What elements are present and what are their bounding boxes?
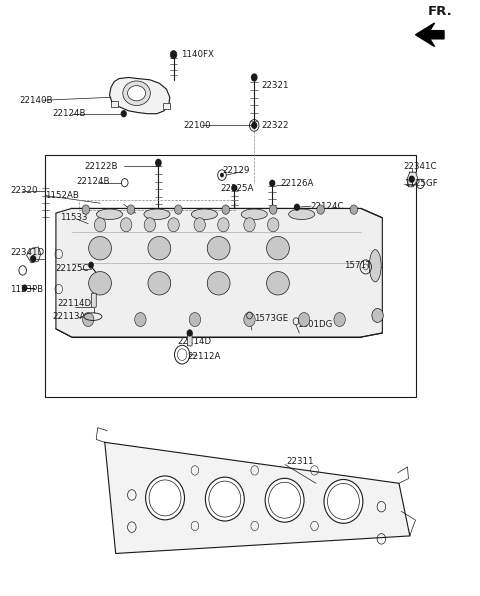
Circle shape: [269, 205, 277, 215]
Circle shape: [372, 309, 384, 322]
Circle shape: [218, 218, 229, 232]
Text: 1125GF: 1125GF: [404, 179, 437, 188]
Text: 1573GE: 1573GE: [254, 314, 288, 323]
Text: 22124C: 22124C: [310, 201, 344, 210]
Text: 22112A: 22112A: [187, 352, 220, 361]
Circle shape: [189, 312, 201, 327]
Text: 22311: 22311: [287, 457, 314, 466]
Ellipse shape: [96, 209, 122, 219]
FancyBboxPatch shape: [92, 293, 96, 308]
Circle shape: [22, 284, 27, 291]
Circle shape: [127, 205, 135, 215]
Ellipse shape: [266, 272, 289, 295]
Circle shape: [244, 312, 255, 327]
Circle shape: [175, 205, 182, 215]
Circle shape: [267, 218, 279, 232]
Ellipse shape: [89, 237, 111, 260]
Bar: [46, 154, 416, 398]
Ellipse shape: [148, 272, 171, 295]
Text: 22321: 22321: [261, 81, 289, 90]
Text: 22113A: 22113A: [53, 312, 86, 321]
Text: FR.: FR.: [427, 5, 452, 18]
Text: 22124B: 22124B: [76, 177, 110, 186]
Circle shape: [170, 51, 177, 59]
Text: 22126A: 22126A: [280, 179, 314, 188]
Circle shape: [121, 111, 126, 117]
Circle shape: [135, 312, 146, 327]
Ellipse shape: [128, 86, 145, 101]
Circle shape: [31, 256, 36, 262]
Ellipse shape: [192, 209, 217, 219]
Circle shape: [82, 205, 90, 215]
Circle shape: [409, 176, 414, 182]
Ellipse shape: [207, 272, 230, 295]
Circle shape: [350, 205, 358, 215]
Text: 22114D: 22114D: [178, 337, 212, 346]
Text: 22125A: 22125A: [220, 184, 253, 193]
Circle shape: [299, 312, 310, 327]
Polygon shape: [26, 247, 41, 263]
Circle shape: [252, 122, 257, 128]
Text: 22341C: 22341C: [404, 162, 437, 171]
Ellipse shape: [241, 209, 267, 219]
Polygon shape: [109, 77, 170, 114]
Circle shape: [317, 205, 324, 215]
Circle shape: [95, 218, 106, 232]
Polygon shape: [56, 209, 383, 337]
Ellipse shape: [265, 479, 304, 522]
Text: 22322: 22322: [261, 121, 289, 130]
Text: 22140B: 22140B: [19, 96, 53, 105]
Text: 22114D: 22114D: [57, 299, 92, 308]
Text: 22124B: 22124B: [53, 109, 86, 118]
Text: 22320: 22320: [10, 187, 37, 195]
Text: 1152AB: 1152AB: [46, 191, 79, 200]
Ellipse shape: [144, 209, 170, 219]
FancyBboxPatch shape: [187, 333, 192, 346]
Ellipse shape: [148, 237, 171, 260]
Ellipse shape: [288, 209, 315, 219]
Circle shape: [144, 218, 156, 232]
Circle shape: [120, 218, 132, 232]
Ellipse shape: [324, 479, 363, 523]
Polygon shape: [407, 172, 418, 187]
Ellipse shape: [369, 250, 381, 282]
Bar: [163, 103, 170, 109]
Circle shape: [270, 181, 275, 186]
Ellipse shape: [266, 237, 289, 260]
Circle shape: [168, 218, 179, 232]
Text: 22341D: 22341D: [10, 249, 44, 257]
Text: 22125C: 22125C: [55, 263, 88, 272]
Circle shape: [244, 218, 255, 232]
Circle shape: [295, 204, 300, 210]
Polygon shape: [105, 442, 410, 554]
Text: 11533: 11533: [60, 213, 87, 222]
Circle shape: [334, 312, 345, 327]
Text: 1571TC: 1571TC: [344, 261, 377, 270]
Ellipse shape: [145, 476, 184, 520]
Circle shape: [155, 159, 162, 167]
Ellipse shape: [205, 477, 244, 521]
Circle shape: [83, 312, 94, 327]
Ellipse shape: [207, 237, 230, 260]
Circle shape: [88, 262, 94, 269]
Text: 22122B: 22122B: [84, 162, 118, 171]
Text: 1123PB: 1123PB: [10, 285, 43, 294]
Polygon shape: [416, 23, 444, 46]
Text: 1140FX: 1140FX: [181, 50, 214, 59]
Circle shape: [222, 205, 229, 215]
Circle shape: [187, 330, 192, 336]
Circle shape: [194, 218, 205, 232]
Ellipse shape: [123, 81, 150, 105]
Circle shape: [251, 73, 258, 82]
Bar: [111, 101, 118, 107]
Text: 1601DG: 1601DG: [297, 319, 332, 329]
Circle shape: [232, 185, 237, 191]
Ellipse shape: [89, 272, 111, 295]
Text: 22129: 22129: [222, 166, 249, 175]
Circle shape: [220, 173, 224, 178]
Text: 22100: 22100: [183, 121, 211, 130]
